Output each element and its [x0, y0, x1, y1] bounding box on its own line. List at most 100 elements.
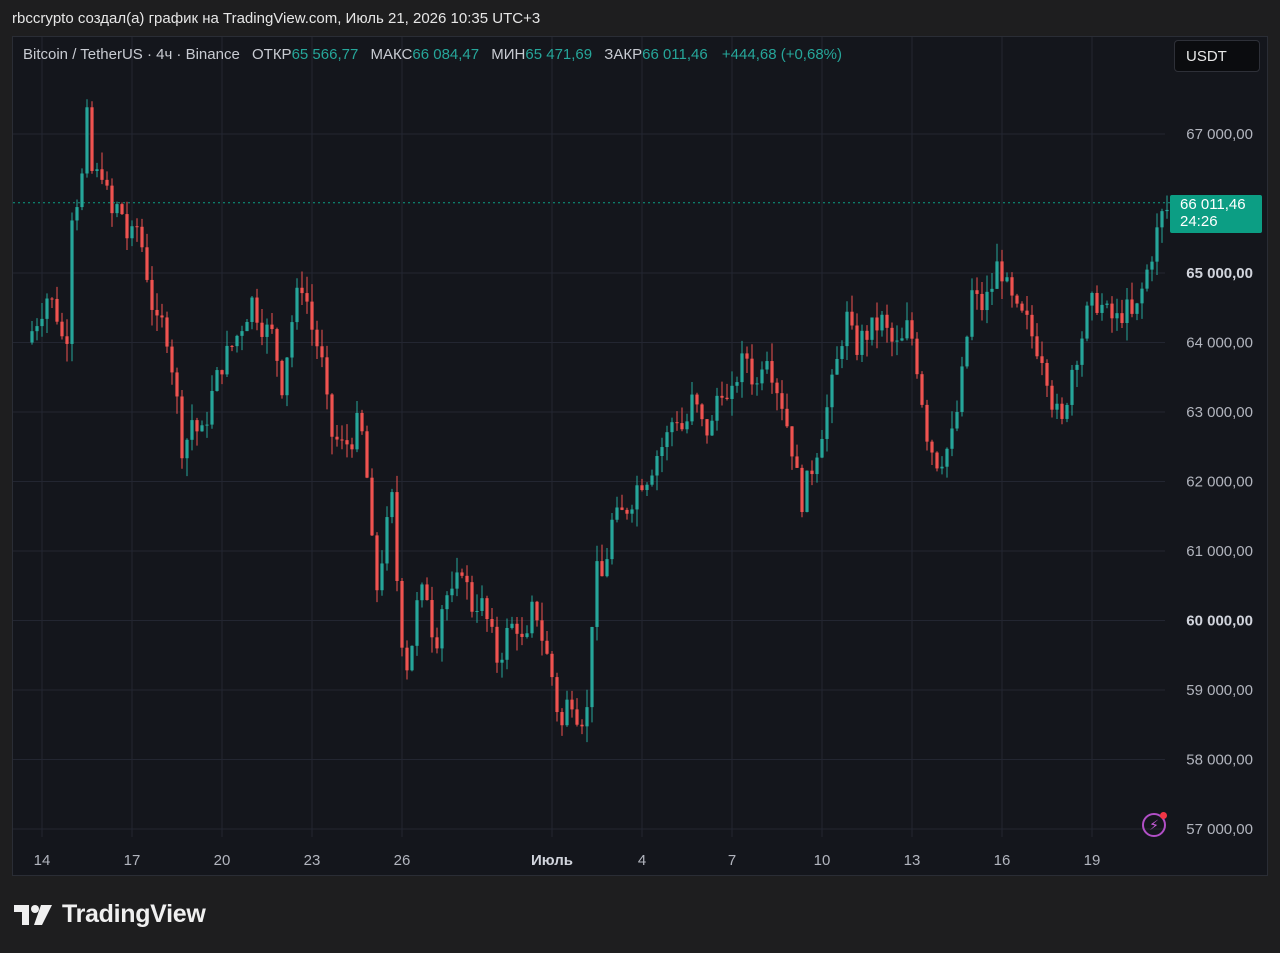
- candle-body: [615, 507, 619, 520]
- candle-body: [505, 627, 509, 660]
- candle-body: [270, 324, 274, 330]
- candle-body: [1035, 336, 1039, 357]
- candle-body: [170, 346, 174, 373]
- candle-body: [675, 422, 679, 424]
- candle-body: [40, 318, 44, 327]
- candle-body: [460, 572, 464, 576]
- candle-body: [390, 492, 394, 518]
- candle-body: [740, 353, 744, 383]
- candle-body: [755, 383, 759, 385]
- candle-body: [920, 374, 924, 405]
- candle-body: [795, 456, 799, 468]
- candle-body: [310, 301, 314, 330]
- candle-body: [905, 320, 909, 339]
- candle-body: [125, 214, 129, 239]
- close-value: 66 011,46: [642, 46, 708, 63]
- symbol-legend: Bitcoin / TetherUS · 4ч · Binance ОТКР65…: [23, 46, 842, 63]
- candle-body: [70, 220, 74, 344]
- candle-body: [1020, 303, 1024, 311]
- candle-body: [1105, 303, 1109, 305]
- candle-body: [855, 325, 859, 355]
- candle-body: [685, 421, 689, 430]
- candle-body: [735, 382, 739, 386]
- candle-body: [245, 321, 249, 332]
- candle-body: [785, 408, 789, 427]
- candle-body: [190, 420, 194, 440]
- candle-body: [325, 357, 329, 395]
- candle-body: [630, 509, 634, 514]
- candle-body: [925, 404, 929, 442]
- lightning-icon[interactable]: ⚡: [1142, 812, 1167, 837]
- candle-body: [445, 595, 449, 610]
- candle-body: [315, 329, 319, 347]
- candle-body: [90, 107, 94, 171]
- candle-body: [235, 335, 239, 347]
- candle-body: [1130, 299, 1134, 314]
- candle-body: [360, 412, 364, 432]
- x-tick-label: 14: [34, 852, 51, 869]
- y-tick-label: 65 000,00: [1186, 265, 1253, 282]
- candle-body: [340, 439, 344, 441]
- candle-body: [535, 601, 539, 621]
- x-tick-label: 20: [214, 852, 231, 869]
- candle-body: [815, 457, 819, 475]
- candle-body: [430, 600, 434, 638]
- candle-body: [610, 519, 614, 560]
- candle-body: [1140, 288, 1144, 304]
- candle-body: [520, 633, 524, 637]
- candle-body: [435, 637, 439, 649]
- x-tick-label: 13: [904, 852, 921, 869]
- candle-body: [380, 563, 384, 591]
- candle-body: [1070, 369, 1074, 405]
- candle-body: [715, 395, 719, 421]
- candle-body: [1015, 295, 1019, 304]
- candle-body: [1075, 364, 1079, 370]
- candle-body: [875, 317, 879, 331]
- candle-body: [845, 311, 849, 347]
- x-tick-label: 4: [638, 852, 646, 869]
- tradingview-logo-icon: [14, 904, 52, 925]
- candle-body: [515, 623, 519, 634]
- candle-body: [575, 709, 579, 725]
- candle-body: [425, 584, 429, 601]
- y-tick-label: 64 000,00: [1186, 335, 1253, 352]
- candle-body: [530, 601, 534, 634]
- candle-body: [540, 620, 544, 641]
- candle-body: [195, 420, 199, 432]
- candle-body: [655, 456, 659, 476]
- candle-body: [830, 374, 834, 408]
- chart-frame[interactable]: 67 000,00 65 000,00 64 000,00 63 000,00 62 0…: [12, 36, 1268, 876]
- candle-body: [275, 329, 279, 361]
- candle-body: [300, 287, 304, 294]
- x-tick-label: 23: [304, 852, 321, 869]
- candle-body: [80, 173, 84, 208]
- candle-body: [385, 517, 389, 564]
- candle-body: [1085, 305, 1089, 339]
- candle-body: [410, 645, 414, 671]
- candle-body: [290, 322, 294, 358]
- x-tick-label: Июль: [531, 852, 573, 869]
- currency-button[interactable]: USDT: [1174, 40, 1260, 72]
- candle-body: [705, 419, 709, 436]
- candle-body: [995, 261, 999, 289]
- candle-body: [150, 279, 154, 310]
- candle-body: [280, 360, 284, 396]
- candle-body: [175, 372, 179, 397]
- candle-body: [230, 345, 234, 347]
- candle-body: [1060, 403, 1064, 419]
- candlestick-chart[interactable]: 67 000,00 65 000,00 64 000,00 63 000,00 62 0…: [13, 37, 1267, 875]
- candle-body: [200, 425, 204, 432]
- candle-body: [205, 424, 209, 426]
- candle-body: [940, 466, 944, 469]
- candle-body: [525, 633, 529, 637]
- candle-body: [670, 422, 674, 433]
- candle-body: [465, 575, 469, 583]
- candle-body: [1045, 362, 1049, 386]
- candle-body: [1065, 404, 1069, 419]
- x-tick-label: 19: [1084, 852, 1101, 869]
- candle-body: [100, 169, 104, 180]
- candle-body: [1050, 385, 1054, 410]
- candle-body: [1110, 303, 1114, 319]
- candle-body: [60, 321, 64, 337]
- candle-body: [55, 298, 59, 322]
